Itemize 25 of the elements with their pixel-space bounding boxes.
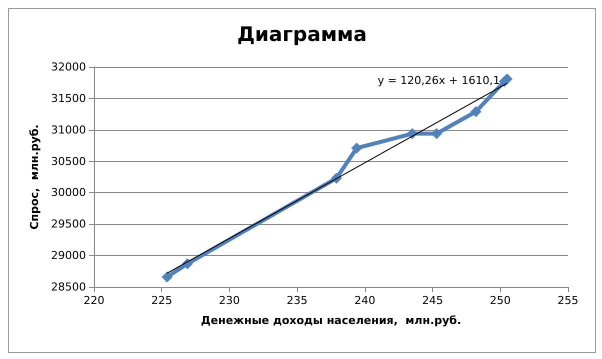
y-tick-label: 29500 — [51, 218, 86, 231]
chart-title: Диаграмма — [237, 22, 367, 46]
y-tick-label: 30000 — [51, 186, 86, 200]
x-tick-label: 250 — [490, 294, 511, 307]
x-tick-label: 255 — [558, 294, 578, 307]
x-tick-label: 220 — [84, 294, 104, 307]
y-axis-title: Спрос, млн.руб. — [28, 124, 42, 230]
point — [162, 271, 173, 282]
point — [351, 142, 362, 154]
point — [502, 73, 513, 84]
point — [470, 106, 482, 118]
x-axis-title: Денежные доходы населения, млн.руб. — [200, 314, 462, 327]
y-tick-label: 31000 — [51, 123, 86, 136]
annotation: y = 120,26x + 1610,1 — [378, 74, 500, 87]
y-tick-label: 28500 — [51, 280, 86, 294]
y-tick-label: 29000 — [51, 249, 86, 262]
point — [431, 128, 442, 140]
x-tick-label: 235 — [286, 294, 308, 307]
x-tick-label: 245 — [422, 294, 444, 307]
y-tick-label: 31500 — [51, 92, 86, 105]
x-tick-label: 230 — [218, 294, 240, 307]
y-tick-label: 30500 — [51, 154, 86, 168]
x-tick-label: 240 — [354, 294, 376, 307]
x-tick-label: 225 — [151, 294, 172, 307]
y-tick-label: 32000 — [51, 60, 86, 74]
